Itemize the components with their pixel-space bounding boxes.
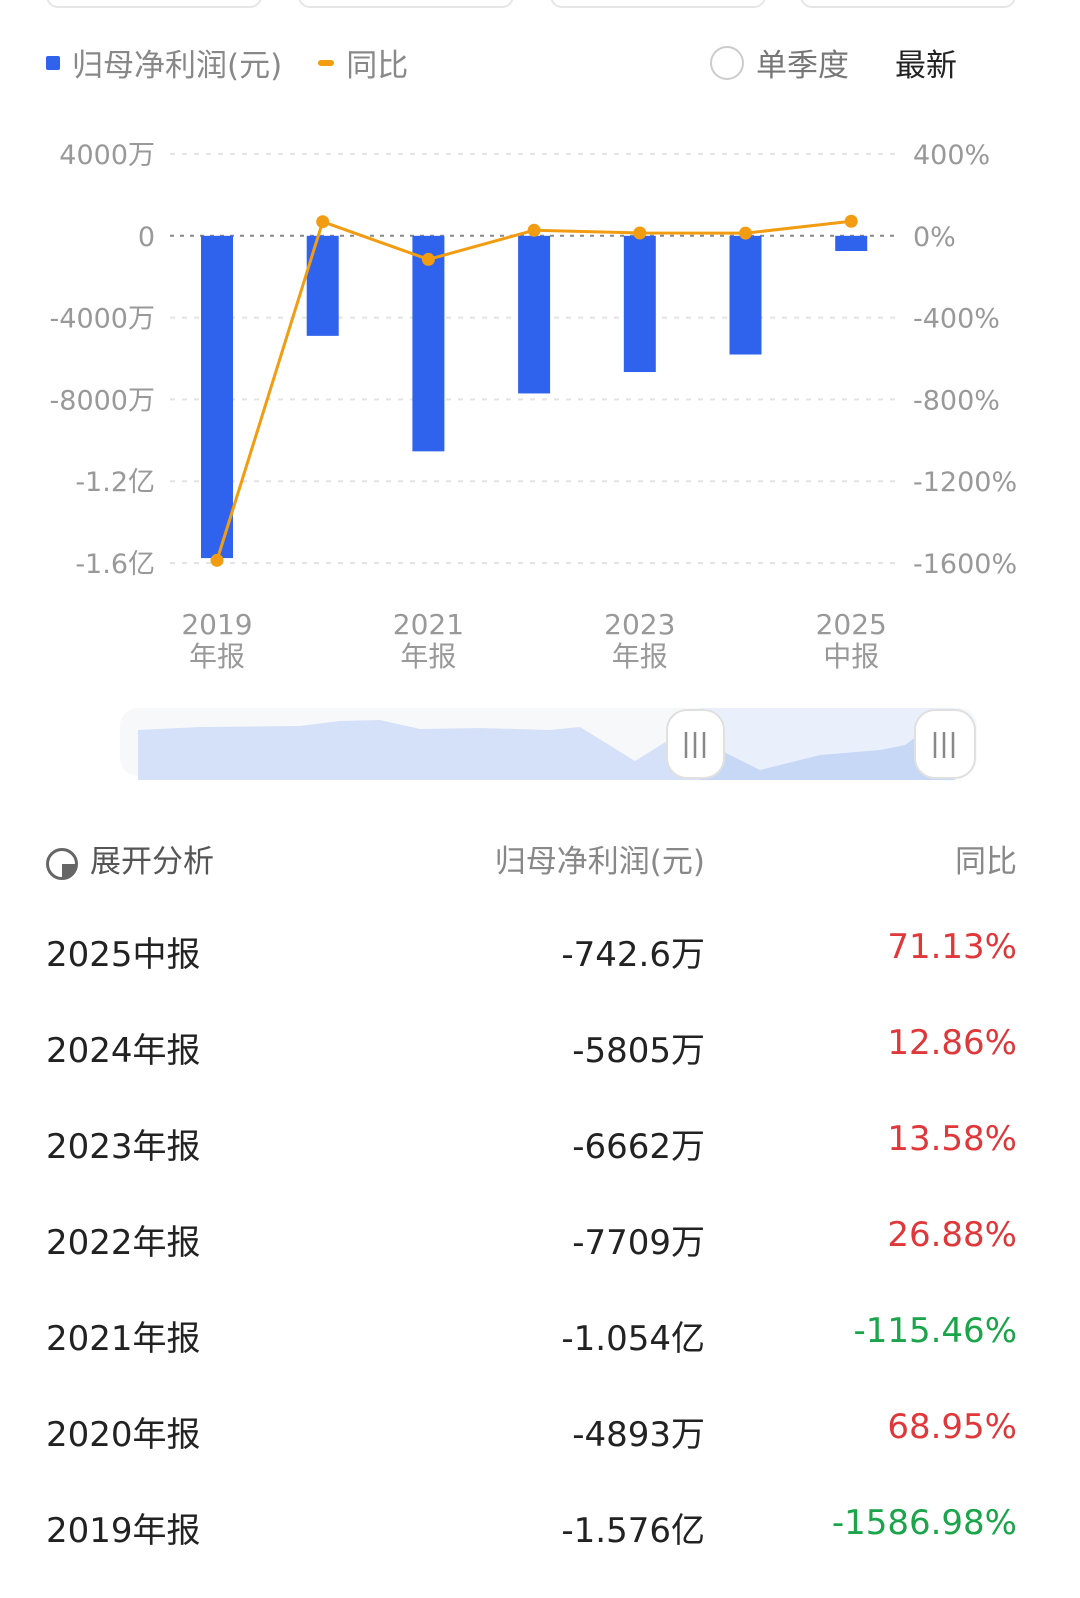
row-value: -7709万	[572, 1223, 705, 1263]
bar	[518, 235, 551, 394]
latest-button[interactable]: 最新	[895, 48, 957, 84]
right-tick-label: -1200%	[913, 467, 1017, 498]
col-header-yoy: 同比	[955, 844, 1017, 880]
row-value: -1.576亿	[561, 1511, 705, 1551]
yoy-point	[210, 553, 224, 567]
row-value: -1.054亿	[561, 1319, 705, 1359]
row-yoy: -115.46%	[853, 1311, 1017, 1351]
navigator-handle-right[interactable]	[914, 709, 976, 779]
yoy-point	[844, 214, 858, 228]
left-tick-label: -4000万	[50, 304, 155, 335]
row-value: -6662万	[572, 1127, 705, 1167]
x-tick-label: 2021	[393, 608, 464, 641]
row-yoy: -1586.98%	[831, 1503, 1017, 1543]
row-yoy: 26.88%	[887, 1215, 1017, 1255]
row-period: 2020年报	[46, 1415, 201, 1455]
table-row[interactable]: 2022年报 -7709万 26.88%	[0, 1215, 1080, 1265]
bar	[201, 235, 233, 559]
row-period: 2023年报	[46, 1127, 201, 1167]
right-tick-label: -1600%	[913, 549, 1017, 580]
single-quarter-label: 单季度	[756, 48, 849, 84]
yoy-point	[633, 226, 647, 240]
right-tick-label: -800%	[913, 385, 1000, 416]
chart-legend: 归母净利润(元) 同比	[46, 40, 408, 85]
table-row[interactable]: 2023年报 -6662万 13.58%	[0, 1119, 1080, 1169]
row-yoy: 71.13%	[887, 927, 1017, 967]
bar	[835, 235, 868, 251]
yoy-point	[527, 223, 541, 237]
x-tick-label: 2023	[604, 608, 675, 641]
row-value: -4893万	[572, 1415, 705, 1455]
row-period: 2022年报	[46, 1223, 201, 1263]
table-row[interactable]: 2025中报 -742.6万 71.13%	[0, 927, 1080, 977]
row-value: -742.6万	[561, 935, 705, 975]
x-tick-sublabel: 中报	[823, 640, 879, 673]
bar	[623, 235, 656, 373]
expand-analysis-label: 展开分析	[90, 844, 214, 880]
left-tick-label: 4000万	[59, 140, 155, 171]
row-value: -5805万	[572, 1031, 705, 1071]
bar-legend-label[interactable]: 归母净利润(元)	[72, 48, 283, 84]
bar-legend-marker	[46, 55, 60, 70]
yoy-point	[739, 226, 752, 240]
table-row[interactable]: 2020年报 -4893万 68.95%	[0, 1407, 1080, 1457]
left-tick-label: -8000万	[50, 385, 155, 416]
table-header: 展开分析 归母净利润(元) 同比	[0, 836, 1080, 880]
x-tick-label: 2025	[816, 608, 887, 641]
x-tick-label: 2019	[181, 608, 252, 641]
right-tick-label: -400%	[913, 304, 1000, 335]
left-tick-label: -1.2亿	[75, 467, 155, 498]
pie-chart-icon	[46, 847, 78, 880]
row-yoy: 13.58%	[887, 1119, 1017, 1159]
expand-analysis-button[interactable]: 展开分析	[46, 836, 214, 881]
row-yoy: 68.95%	[887, 1407, 1017, 1447]
x-tick-sublabel: 年报	[189, 640, 245, 673]
table-row[interactable]: 2021年报 -1.054亿 -115.46%	[0, 1311, 1080, 1361]
bar	[306, 235, 339, 336]
yoy-point	[316, 215, 330, 229]
x-tick-sublabel: 年报	[612, 640, 668, 673]
row-period: 2024年报	[46, 1031, 201, 1071]
table-row[interactable]: 2024年报 -5805万 12.86%	[0, 1023, 1080, 1073]
line-legend-label[interactable]: 同比	[346, 48, 409, 84]
row-period: 2025中报	[46, 935, 201, 975]
navigator-area-selected	[700, 730, 955, 780]
right-tick-label: 400%	[913, 140, 990, 171]
left-tick-label: -1.6亿	[75, 549, 155, 580]
yoy-point	[421, 252, 435, 266]
profit-chart: 4000万 400% 0 0% -4000万 -400% -8000万 -800% -1.2亿 -…	[50, 140, 1018, 673]
range-navigator[interactable]	[0, 690, 1080, 790]
col-header-value: 归母净利润(元)	[494, 844, 705, 880]
right-tick-label: 0%	[913, 222, 956, 253]
row-yoy: 12.86%	[887, 1023, 1017, 1063]
tab-button-4[interactable]	[800, 0, 1016, 8]
tab-button-1[interactable]	[46, 0, 262, 8]
navigator-handle-left[interactable]	[666, 709, 725, 779]
row-period: 2019年报	[46, 1511, 201, 1551]
left-tick-label: 0	[138, 222, 155, 253]
tab-button-2[interactable]	[298, 0, 514, 8]
bar	[412, 235, 445, 452]
navigator-area-left	[138, 720, 700, 780]
single-quarter-toggle[interactable]: 单季度	[710, 40, 849, 85]
radio-icon[interactable]	[710, 45, 744, 80]
x-tick-sublabel: 年报	[400, 640, 456, 673]
table-row[interactable]: 2019年报 -1.576亿 -1586.98%	[0, 1503, 1080, 1553]
bar	[729, 235, 762, 355]
tab-button-3[interactable]	[550, 0, 766, 8]
line-legend-marker	[318, 59, 335, 66]
row-period: 2021年报	[46, 1319, 201, 1359]
